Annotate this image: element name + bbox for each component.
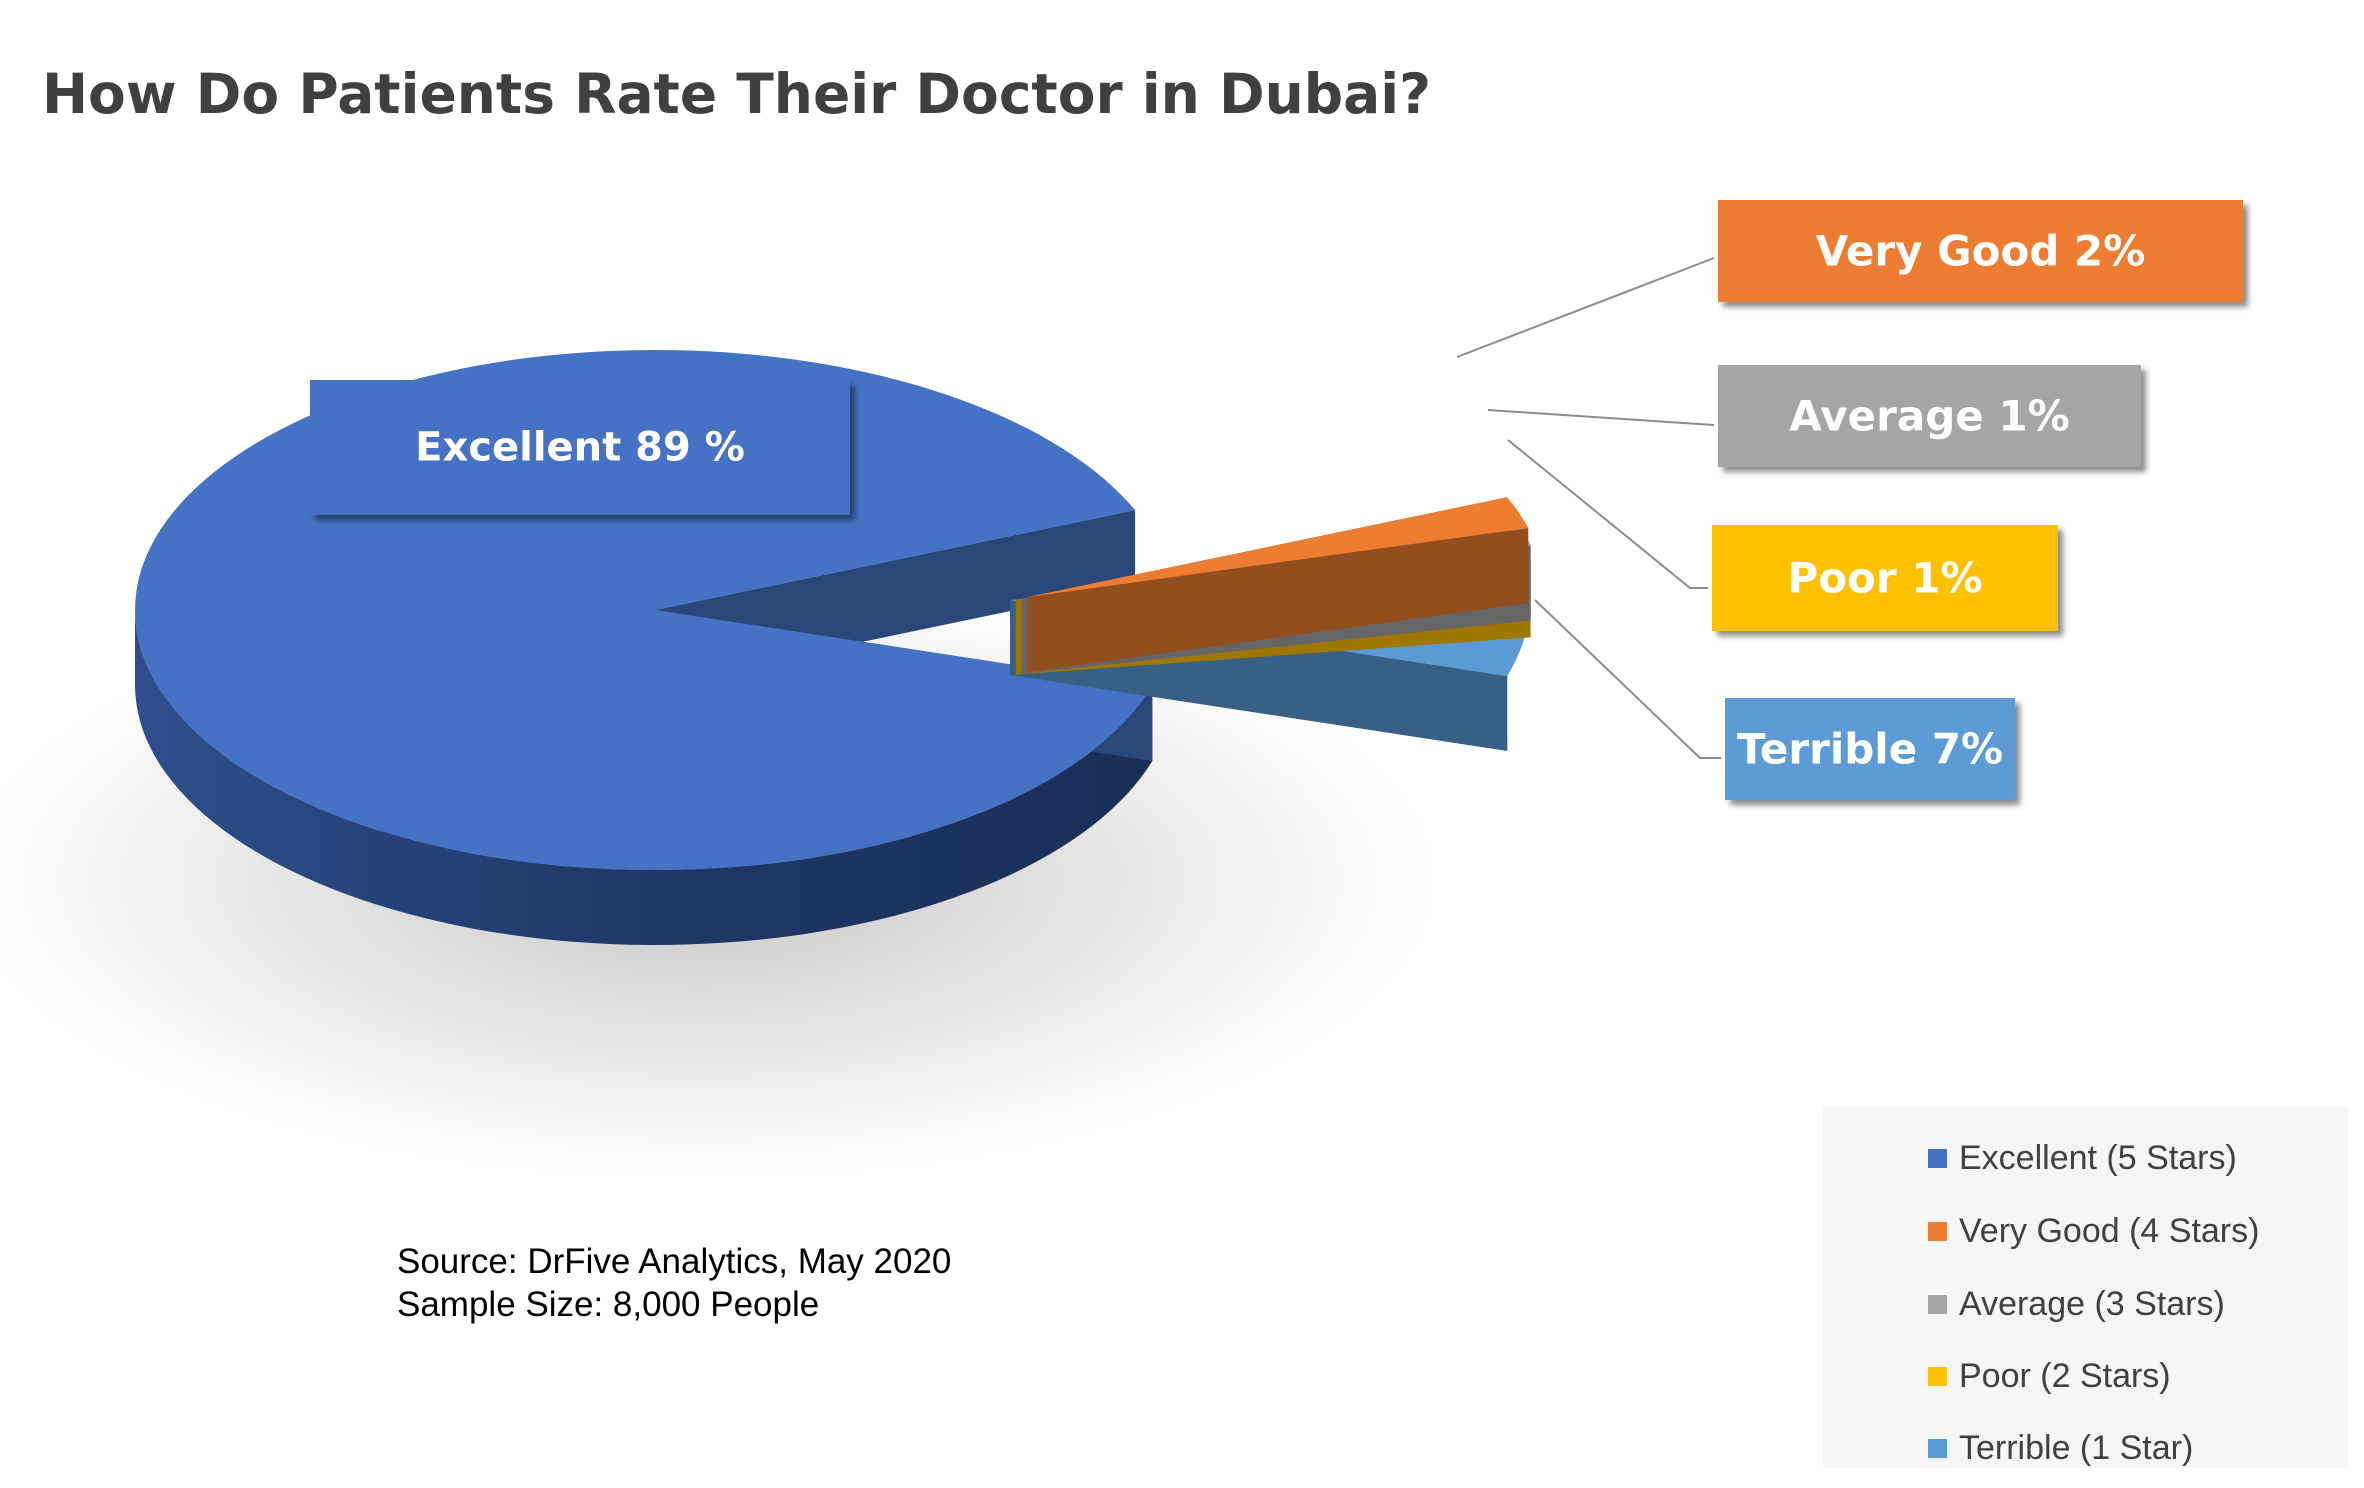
data-label-excellent: Excellent 89 % — [310, 380, 850, 515]
data-label-text: Very Good 2% — [1816, 227, 2146, 276]
legend-item-excellent: Excellent (5 Stars) — [1928, 1138, 2237, 1178]
legend-swatch — [1928, 1366, 1947, 1386]
legend-label: Poor (2 Stars) — [1959, 1356, 2171, 1395]
legend-item-average: Average (3 Stars) — [1928, 1284, 2225, 1324]
source-line: Source: DrFive Analytics, May 2020 — [397, 1242, 952, 1281]
pie-slice-very-good — [1027, 497, 1529, 673]
data-label-box — [1725, 698, 2015, 800]
data-label-box — [1718, 200, 2243, 302]
leader-line-very-good — [1456, 257, 1715, 358]
data-label-poor: Poor 1% — [1712, 525, 2058, 631]
data-label-average: Average 1% — [1718, 365, 2141, 467]
legend-label: Terrible (1 Star) — [1959, 1428, 2194, 1467]
data-label-text: Poor 1% — [1787, 554, 1982, 603]
legend-item-poor: Poor (2 Stars) — [1928, 1356, 2171, 1396]
leader-line-average — [1487, 409, 1715, 426]
data-label-text: Excellent 89 % — [415, 425, 745, 471]
data-label-box — [310, 380, 850, 515]
legend-label: Excellent (5 Stars) — [1959, 1138, 2237, 1177]
sample-size-line: Sample Size: 8,000 People — [397, 1285, 820, 1324]
legend-item-very-good: Very Good (4 Stars) — [1928, 1211, 2259, 1251]
data-label-box — [1712, 525, 2058, 631]
data-label-box — [1718, 365, 2141, 467]
data-label-very-good: Very Good 2% — [1718, 200, 2243, 302]
leader-line-terrible — [1534, 599, 1721, 759]
legend-label: Very Good (4 Stars) — [1959, 1211, 2260, 1250]
data-label-text: Terrible 7% — [1737, 725, 2003, 774]
legend: Excellent (5 Stars) Very Good (4 Stars) … — [1823, 1106, 2348, 1468]
data-label-terrible: Terrible 7% — [1725, 698, 2015, 800]
chart-title: How Do Patients Rate Their Doctor in Dub… — [42, 62, 1431, 126]
source-note: Source: DrFive Analytics, May 2020 Sampl… — [397, 1240, 951, 1326]
legend-item-terrible: Terrible (1 Star) — [1928, 1428, 2193, 1468]
data-label-text: Average 1% — [1789, 392, 2069, 441]
legend-swatch — [1928, 1148, 1947, 1168]
leader-line-poor — [1507, 439, 1708, 589]
legend-label: Average (3 Stars) — [1959, 1284, 2225, 1323]
legend-swatch — [1928, 1221, 1947, 1241]
legend-swatch — [1928, 1294, 1947, 1314]
legend-swatch — [1928, 1438, 1947, 1458]
